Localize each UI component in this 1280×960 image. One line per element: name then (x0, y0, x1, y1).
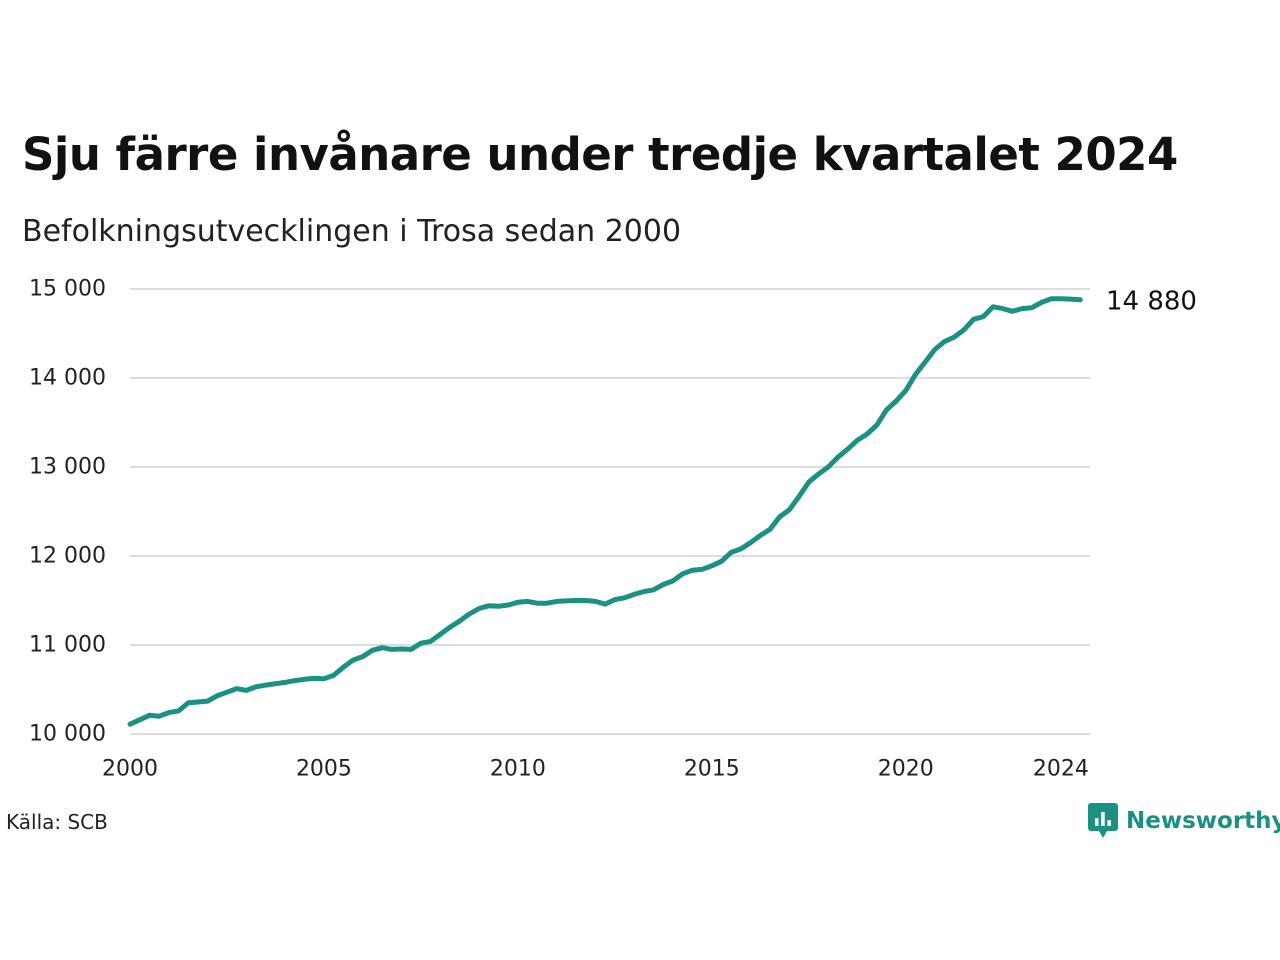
brand-logo: Newsworthy (1088, 803, 1280, 839)
x-tick-label: 2010 (490, 757, 546, 782)
source-note: Källa: SCB (6, 810, 108, 834)
x-tick-label: 2005 (296, 757, 352, 782)
chart-subtitle: Befolkningsutvecklingen i Trosa sedan 20… (22, 214, 682, 249)
chart-title: Sju färre invånare under tredje kvartale… (22, 128, 1178, 181)
x-tick-label: 2015 (684, 757, 740, 782)
y-tick-label: 12 000 (29, 544, 106, 569)
y-tick-label: 11 000 (29, 633, 106, 658)
y-tick-label: 15 000 (29, 277, 106, 302)
y-tick-label: 14 000 (29, 366, 106, 391)
y-tick-label: 10 000 (29, 722, 106, 747)
end-value-label: 14 880 (1106, 287, 1197, 317)
x-tick-label: 2024 (1033, 757, 1089, 782)
line-chart: 10 000 11 000 12 000 13 000 14 000 15 000 2000… (29, 277, 1197, 782)
brand-name: Newsworthy (1126, 808, 1280, 834)
y-tick-label: 13 000 (29, 455, 106, 480)
population-line (127, 296, 1083, 727)
x-tick-label: 2020 (878, 757, 934, 782)
newsworthy-logo-icon (1088, 803, 1118, 838)
x-tick-label: 2000 (102, 757, 158, 782)
